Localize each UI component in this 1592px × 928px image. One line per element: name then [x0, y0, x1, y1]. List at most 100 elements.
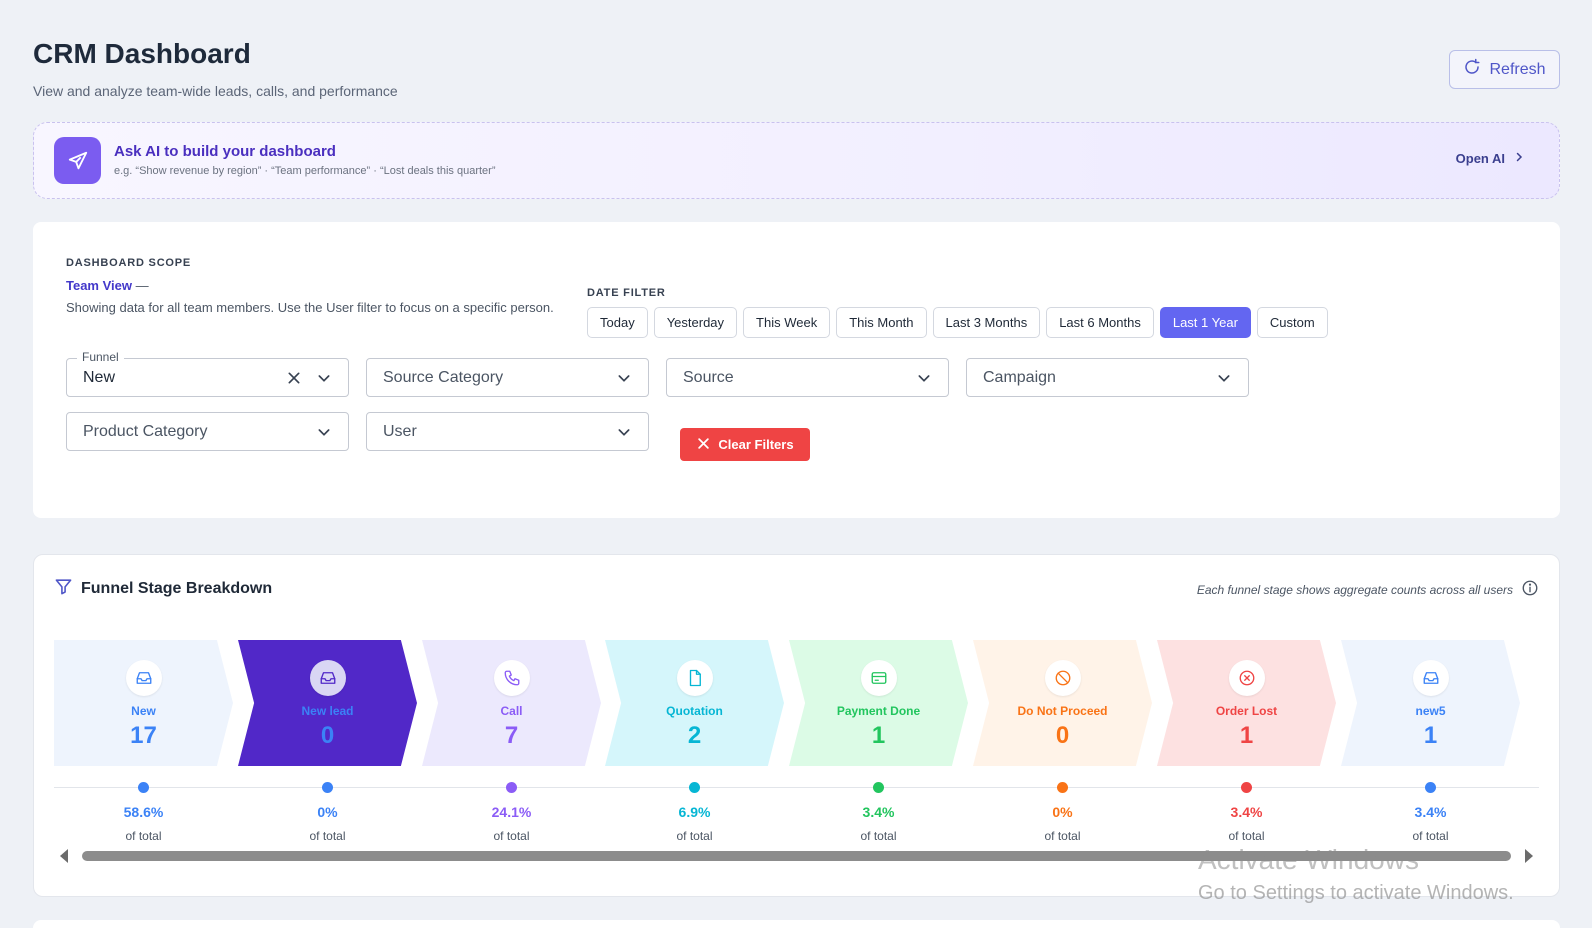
clear-filters-label: Clear Filters [718, 437, 794, 452]
open-ai-link[interactable]: Open AI [1456, 151, 1525, 166]
funnel-stages: New 17 New lead 0 Call 7 Quotation 2 Payment Don… [54, 640, 1539, 766]
user-select[interactable]: User [366, 412, 649, 451]
source-category-placeholder: Source Category [383, 368, 504, 386]
funnel-stage-name: new5 [1415, 704, 1446, 718]
source-select[interactable]: Source [666, 358, 949, 397]
funnel-stage-share: 0% of total [238, 780, 417, 843]
date-filter-option[interactable]: This Month [836, 307, 927, 338]
funnel-stage-count: 0 [1055, 722, 1070, 749]
document-icon [676, 660, 713, 696]
date-filter-option[interactable]: This Week [743, 307, 831, 338]
scope-card: DASHBOARD SCOPE Team View — Showing data… [33, 222, 1560, 518]
scope-description: Showing data for all team members. Use t… [66, 300, 554, 315]
user-placeholder: User [383, 422, 417, 440]
info-icon[interactable] [1521, 579, 1539, 600]
chevron-down-icon [616, 424, 632, 440]
funnel-stage-percent: 0% [317, 804, 338, 820]
funnel-stage-percent: 58.6% [123, 804, 164, 820]
funnel-stage-count: 1 [871, 722, 886, 749]
source-category-select[interactable]: Source Category [366, 358, 649, 397]
funnel-stage[interactable]: Do Not Proceed 0 [973, 640, 1152, 766]
funnel-stage-count: 17 [130, 722, 157, 749]
date-filter-option[interactable]: Yesterday [653, 307, 738, 338]
funnel-stage-count: 0 [320, 722, 335, 749]
funnel-select[interactable]: Funnel New [66, 350, 349, 397]
card-icon [860, 660, 897, 696]
date-filter-group: Today Yesterday This Week This Month Last 3 … [587, 307, 1328, 338]
timeline-dot [1425, 782, 1436, 793]
inbox-icon [309, 660, 346, 696]
funnel-stage-share: 58.6% of total [54, 780, 233, 843]
inbox-icon [125, 660, 162, 696]
funnel-note: Each funnel stage shows aggregate counts… [1197, 579, 1539, 600]
clear-icon[interactable] [286, 370, 302, 386]
funnel-stage-name: Payment Done [836, 704, 921, 718]
source-placeholder: Source [683, 368, 734, 386]
funnel-stage-share: 24.1% of total [422, 780, 601, 843]
chevron-right-icon [1513, 151, 1525, 166]
scroll-left-arrow-icon[interactable] [60, 849, 68, 863]
scrollbar-thumb[interactable] [82, 851, 1511, 861]
funnel-select-label: Funnel [77, 350, 124, 364]
product-category-select[interactable]: Product Category [66, 412, 349, 451]
funnel-card: Funnel Stage Breakdown Each funnel stage… [33, 554, 1560, 897]
ai-banner[interactable]: Ask AI to build your dashboard e.g. “Sho… [33, 122, 1560, 199]
funnel-stage-count: 2 [687, 722, 702, 749]
of-total-label: of total [1044, 829, 1081, 843]
funnel-header: Funnel Stage Breakdown [54, 577, 272, 601]
date-filter-option[interactable]: Last 1 Year [1159, 307, 1251, 338]
funnel-stage[interactable]: Payment Done 1 [789, 640, 968, 766]
of-total-label: of total [125, 829, 162, 843]
funnel-stage-name: Order Lost [1215, 704, 1278, 718]
funnel-stage[interactable]: Quotation 2 [605, 640, 784, 766]
date-filter-option[interactable]: Custom [1256, 307, 1328, 338]
funnel-stage-percent: 0% [1052, 804, 1073, 820]
date-filter-option[interactable]: Last 6 Months [1046, 307, 1154, 338]
refresh-button[interactable]: Refresh [1449, 50, 1560, 89]
scope-label: DASHBOARD SCOPE [66, 257, 192, 269]
of-total-label: of total [1228, 829, 1265, 843]
timeline-line [54, 787, 1539, 788]
funnel-stage-name: Do Not Proceed [1017, 704, 1108, 718]
windows-watermark-subtitle: Go to Settings to activate Windows. [1198, 882, 1514, 904]
scroll-right-arrow-icon[interactable] [1525, 849, 1533, 863]
phone-icon [493, 660, 530, 696]
funnel-stage-share: 6.9% of total [605, 780, 784, 843]
funnel-title: Funnel Stage Breakdown [81, 580, 273, 597]
send-icon [54, 137, 101, 184]
ban-icon [1044, 660, 1081, 696]
of-total-label: of total [1412, 829, 1449, 843]
funnel-stage-name: New [131, 704, 156, 718]
horizontal-scrollbar[interactable] [54, 848, 1539, 864]
team-view-dash: — [132, 278, 149, 293]
ai-banner-hint: e.g. “Show revenue by region” · “Team pe… [114, 165, 496, 177]
funnel-stage-share: 3.4% of total [789, 780, 968, 843]
inbox-icon [1412, 660, 1449, 696]
funnel-stage-share: 3.4% of total [1157, 780, 1336, 843]
funnel-stage-name: Quotation [666, 704, 723, 718]
date-filter-option[interactable]: Today [587, 307, 648, 338]
funnel-stage-percent: 3.4% [1414, 804, 1447, 820]
team-view-label: Team View — [66, 278, 149, 293]
chevron-down-icon [616, 370, 632, 386]
funnel-stage[interactable]: new5 1 [1341, 640, 1520, 766]
chevron-down-icon [316, 370, 332, 386]
of-total-label: of total [860, 829, 897, 843]
date-filter-label: DATE FILTER [587, 287, 666, 299]
clear-filters-button[interactable]: Clear Filters [680, 428, 810, 461]
campaign-select[interactable]: Campaign [966, 358, 1249, 397]
funnel-stage-count: 1 [1423, 722, 1438, 749]
funnel-stage[interactable]: New lead 0 [238, 640, 417, 766]
funnel-stage[interactable]: New 17 [54, 640, 233, 766]
funnel-stage-percent: 3.4% [1230, 804, 1263, 820]
page-title: CRM Dashboard [33, 38, 251, 69]
windows-watermark-title: Activate Windows [1198, 844, 1419, 875]
timeline-dot [1057, 782, 1068, 793]
date-filter-option[interactable]: Last 3 Months [932, 307, 1041, 338]
funnel-stage[interactable]: Order Lost 1 [1157, 640, 1336, 766]
timeline-dot [322, 782, 333, 793]
refresh-icon [1463, 58, 1481, 81]
funnel-stage-share: 3.4% of total [1341, 780, 1520, 843]
funnel-stage[interactable]: Call 7 [422, 640, 601, 766]
